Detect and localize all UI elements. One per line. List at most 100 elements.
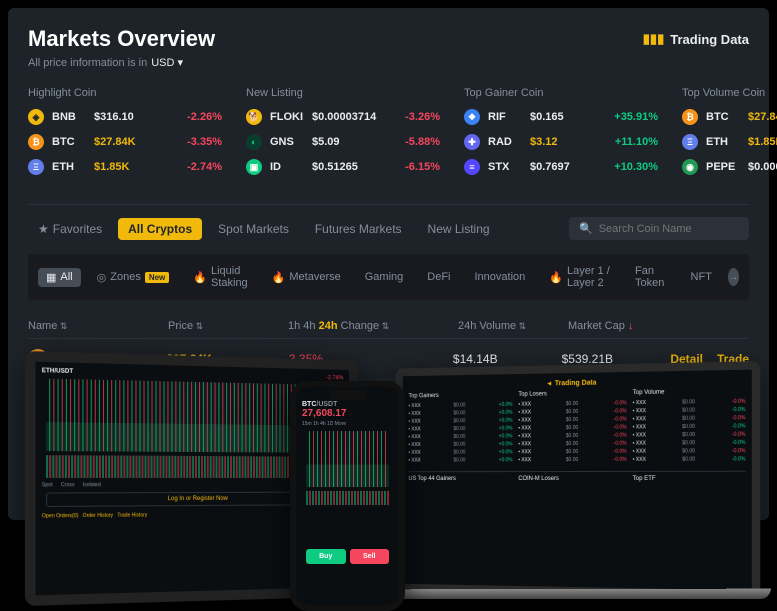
fire-icon: 🔥 <box>193 271 207 284</box>
tab-all-cryptos[interactable]: All Cryptos <box>118 218 202 240</box>
filter-gaming[interactable]: Gaming <box>357 268 412 286</box>
coin-icon: Ξ <box>682 134 698 150</box>
bars-icon: ▮▮▮ <box>643 31 664 47</box>
coin-icon: ≡ <box>464 159 480 175</box>
coin-column: New Listing 🐕 FLOKI $0.00003714 -3.26% ◐… <box>246 87 440 184</box>
coin-row[interactable]: ◈ BNB $316.10 -2.26% <box>28 109 222 125</box>
th-price[interactable]: Price <box>168 320 288 332</box>
trading-data-link[interactable]: ▮▮▮ Trading Data <box>643 31 749 47</box>
coin-price: $0.165 <box>530 111 600 123</box>
coin-change: +10.30% <box>608 161 658 173</box>
caret-down-icon: ▾ <box>178 57 184 69</box>
buy-button: Buy <box>306 549 346 564</box>
coin-change: +11.10% <box>608 136 658 148</box>
coin-row[interactable]: ◉ PEPE $0.00000224 -11.81% <box>682 159 777 175</box>
filter-defi[interactable]: DeFi <box>419 268 458 286</box>
coin-icon: ✚ <box>464 134 480 150</box>
filter-innovation[interactable]: Innovation <box>467 268 534 286</box>
table-row: ₮ <box>28 420 749 461</box>
coin-change: -2.26% <box>172 111 222 123</box>
filter-metaverse[interactable]: 🔥Metaverse <box>264 268 349 287</box>
table-row[interactable]: ₿ BTC Bitcoin $27.84K -3.35% $14.14B $53… <box>28 338 749 379</box>
coin-change: -3.35% <box>172 136 222 148</box>
search-box[interactable]: 🔍 <box>569 217 749 240</box>
coin-column: Top Volume Coin ₿ BTC $27.84K -3.35% Ξ E… <box>682 87 777 184</box>
search-icon: 🔍 <box>579 222 593 235</box>
row-price: $27.84K <box>166 352 285 366</box>
filter-liquid-staking[interactable]: 🔥Liquid Staking <box>185 262 255 292</box>
coin-icon: Ξ <box>28 390 48 410</box>
th-change[interactable]: 1h 4h 24h Change <box>288 320 458 332</box>
subtitle: All price information is in USD ▾ <box>28 56 749 69</box>
tab-spot[interactable]: Spot Markets <box>208 218 299 240</box>
coin-change: -6.15% <box>390 161 440 173</box>
filter-all[interactable]: ▦All <box>38 268 81 287</box>
tab-new-listing[interactable]: New Listing <box>418 218 500 240</box>
currency-selector[interactable]: USD ▾ <box>151 56 183 69</box>
column-title: Top Gainer Coin <box>464 87 658 99</box>
coin-price: $27.84K <box>748 111 777 123</box>
coin-row[interactable]: ₿ BTC $27.84K -3.35% <box>682 109 777 125</box>
coin-icon: ◉ <box>682 159 698 175</box>
coin-icon: ₿ <box>28 134 44 150</box>
star-icon: ★ <box>38 222 49 236</box>
tab-favorites[interactable]: ★Favorites <box>28 218 112 240</box>
coin-row[interactable]: ≡ STX $0.7697 +10.30% <box>464 159 658 175</box>
coin-icon: ❖ <box>464 109 480 125</box>
tab-futures[interactable]: Futures Markets <box>305 218 412 240</box>
th-volume[interactable]: 24h Volume <box>458 320 568 332</box>
coin-price: $0.00000224 <box>748 161 777 173</box>
coin-row[interactable]: ◐ GNS $5.09 -5.88% <box>246 134 440 150</box>
new-badge: New <box>145 272 169 283</box>
coin-symbol: ETH <box>52 161 86 173</box>
filter-zones[interactable]: ◎ZonesNew <box>89 268 178 287</box>
markets-panel: Markets Overview ▮▮▮ Trading Data All pr… <box>8 8 769 520</box>
sell-button: Sell <box>350 549 390 564</box>
row-change: -3.35% <box>285 352 453 366</box>
column-title: Highlight Coin <box>28 87 222 99</box>
coin-change: -2.74% <box>172 161 222 173</box>
coin-price: $1.85K <box>94 161 164 173</box>
filter-nft[interactable]: NFT <box>683 268 720 286</box>
coin-column: Highlight Coin ◈ BNB $316.10 -2.26% ₿ BT… <box>28 87 222 184</box>
filter-fan-token[interactable]: Fan Token <box>627 262 675 292</box>
coin-row[interactable]: 🐕 FLOKI $0.00003714 -3.26% <box>246 109 440 125</box>
coin-symbol: PEPE <box>706 161 740 173</box>
coin-symbol: ETH <box>706 136 740 148</box>
coin-symbol: RIF <box>488 111 522 123</box>
coin-symbol: FLOKI <box>270 111 304 123</box>
coin-row[interactable]: ❖ RIF $0.165 +35.91% <box>464 109 658 125</box>
coin-row[interactable]: ✚ RAD $3.12 +11.10% <box>464 134 658 150</box>
table-row[interactable]: Ξ ETH Ethereum $1.85K <box>28 379 749 420</box>
fire-icon: 🔥 <box>272 271 286 284</box>
column-title: Top Volume Coin <box>682 87 777 99</box>
coin-row[interactable]: ▣ ID $0.51265 -6.15% <box>246 159 440 175</box>
table-row: ◈ <box>28 461 749 502</box>
coin-symbol: ID <box>270 161 304 173</box>
trade-link[interactable]: Trade <box>717 352 749 366</box>
coin-price: $316.10 <box>94 111 164 123</box>
coin-icon: ▣ <box>246 159 262 175</box>
coin-row[interactable]: ₿ BTC $27.84K -3.35% <box>28 134 222 150</box>
detail-link[interactable]: Detail <box>670 352 703 366</box>
th-name[interactable]: Name <box>28 320 168 332</box>
coin-change: -5.88% <box>390 136 440 148</box>
search-input[interactable] <box>599 223 739 235</box>
filter-layer[interactable]: 🔥Layer 1 / Layer 2 <box>541 262 619 292</box>
coin-price: $27.84K <box>94 136 164 148</box>
coin-price: $3.12 <box>530 136 600 148</box>
coin-price: $5.09 <box>312 136 382 148</box>
coin-symbol: GNS <box>270 136 304 148</box>
coin-change: -3.26% <box>390 111 440 123</box>
grid-icon: ▦ <box>46 271 56 284</box>
th-mcap[interactable]: Market Cap ↓ <box>568 320 678 332</box>
column-title: New Listing <box>246 87 440 99</box>
coin-symbol: BTC <box>52 136 86 148</box>
coin-price: $0.7697 <box>530 161 600 173</box>
coin-row[interactable]: Ξ ETH $1.85K -2.74% <box>28 159 222 175</box>
scroll-right-button[interactable]: → <box>728 268 739 286</box>
coin-column: Top Gainer Coin ❖ RIF $0.165 +35.91% ✚ R… <box>464 87 658 184</box>
coin-row[interactable]: Ξ ETH $1.85K -2.74% <box>682 134 777 150</box>
row-mcap: $539.21B <box>562 352 671 366</box>
coin-symbol: STX <box>488 161 522 173</box>
